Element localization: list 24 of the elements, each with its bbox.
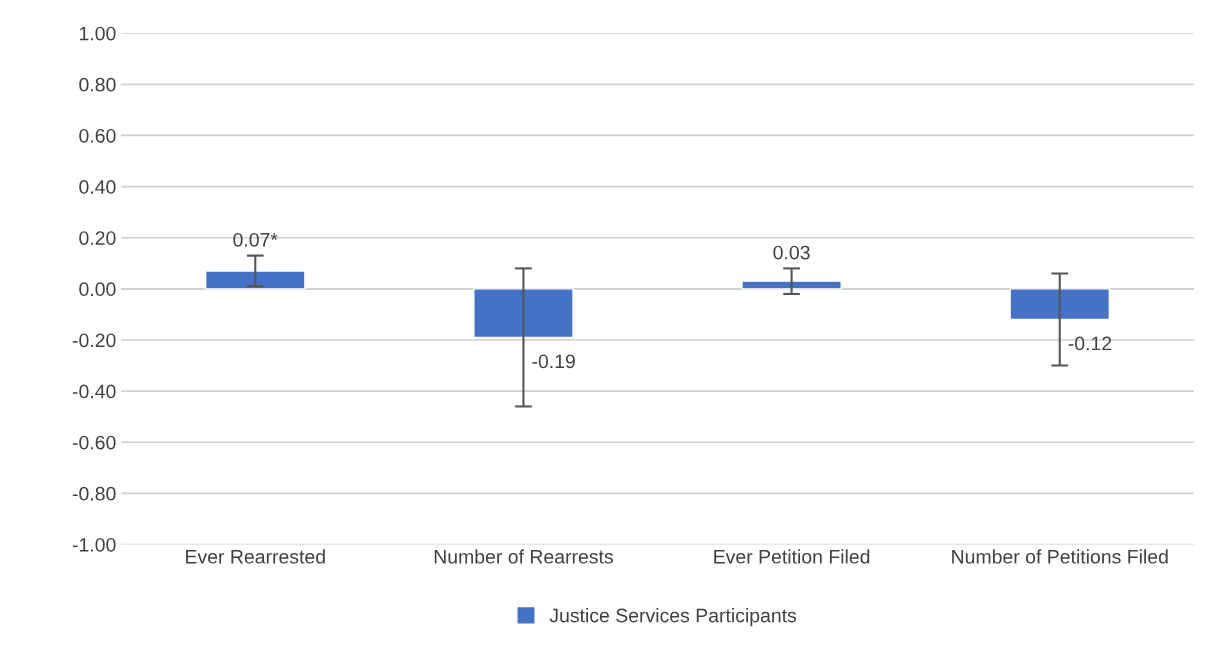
bar <box>473 288 574 339</box>
y-tick-label: 0.40 <box>79 180 116 194</box>
y-tick-label: -0.60 <box>72 435 116 450</box>
y-tick-label: -0.80 <box>72 486 116 501</box>
bar <box>741 280 842 290</box>
x-tick-label: Ever Petition Filed <box>714 549 870 564</box>
x-tick-label: Number of Petitions Filed <box>952 549 1168 564</box>
bar <box>204 270 306 290</box>
data-label: -0.12 <box>1068 336 1112 351</box>
bar <box>1009 288 1111 321</box>
data-label: 0.03 <box>773 245 810 260</box>
y-tick-label: 0.00 <box>79 282 116 297</box>
data-label: -0.19 <box>532 354 575 369</box>
x-tick-label: Number of Rearrests <box>434 549 613 564</box>
y-tick-label: -0.20 <box>72 333 116 348</box>
y-tick-label: -0.40 <box>72 384 116 399</box>
y-tick-label: 0.80 <box>79 77 116 92</box>
y-tick-label: 1.00 <box>79 26 116 41</box>
y-tick-label: -1.00 <box>72 537 116 552</box>
data-label: 0.07* <box>233 232 278 247</box>
legend-label: Justice Services Participants <box>549 608 797 627</box>
y-tick-label: 0.60 <box>79 128 116 143</box>
y-tick-label: 0.20 <box>79 231 116 245</box>
x-tick-label: Ever Rearrested <box>186 549 325 564</box>
